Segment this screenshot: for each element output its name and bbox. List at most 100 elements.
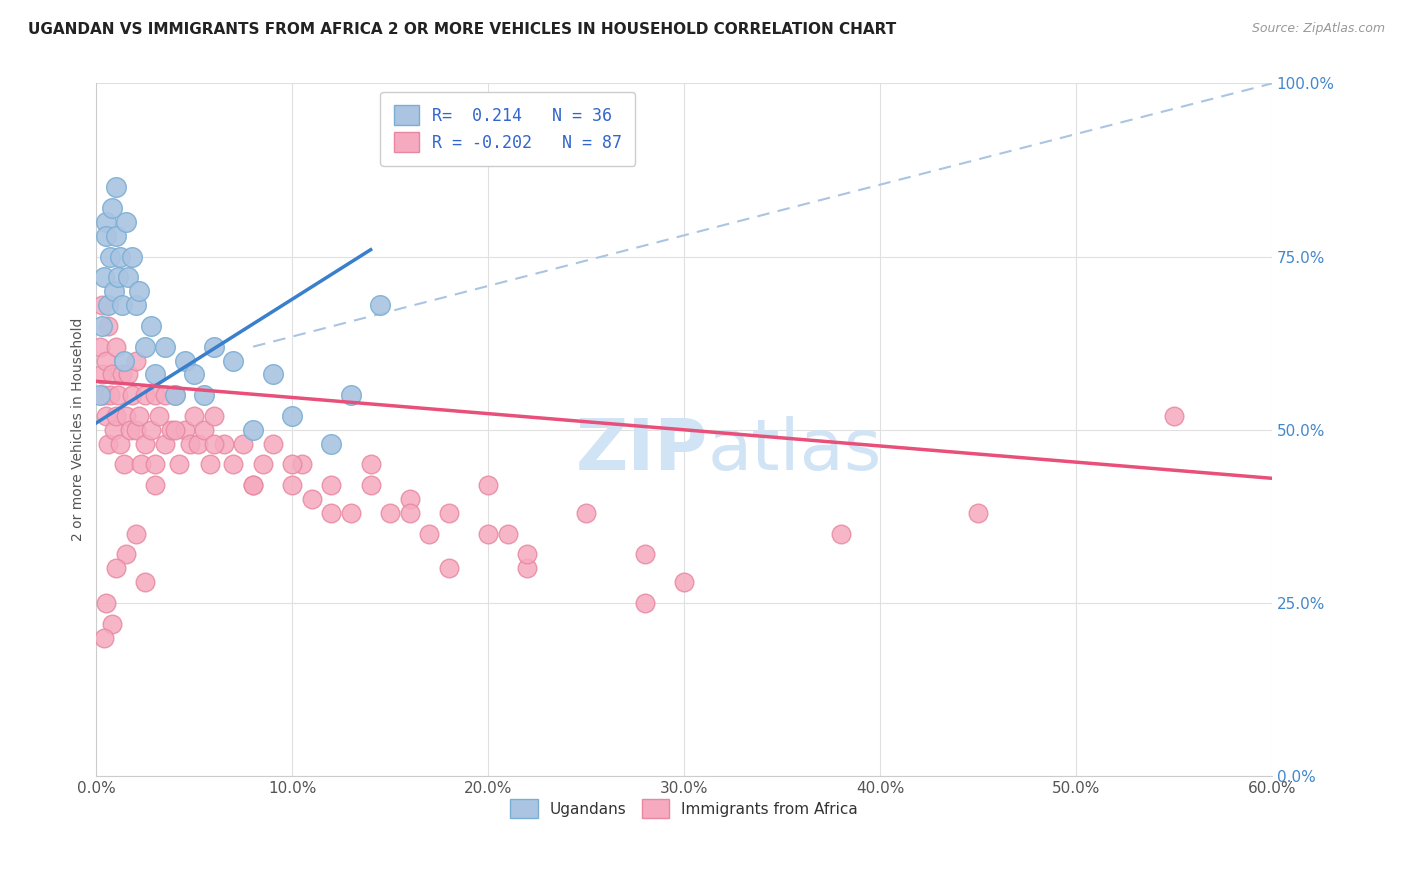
Point	[183, 409, 205, 423]
Point	[634, 596, 657, 610]
Point	[163, 388, 186, 402]
Point	[124, 526, 146, 541]
Text: UGANDAN VS IMMIGRANTS FROM AFRICA 2 OR MORE VEHICLES IN HOUSEHOLD CORRELATION CH: UGANDAN VS IMMIGRANTS FROM AFRICA 2 OR M…	[28, 22, 897, 37]
Point	[134, 388, 156, 402]
Point	[93, 631, 115, 645]
Point	[141, 318, 163, 333]
Point	[143, 368, 166, 382]
Point	[143, 388, 166, 402]
Point	[93, 388, 115, 402]
Point	[242, 478, 264, 492]
Point	[281, 409, 304, 423]
Point	[167, 458, 190, 472]
Point	[159, 423, 181, 437]
Point	[380, 506, 402, 520]
Point	[108, 250, 131, 264]
Point	[94, 215, 117, 229]
Point	[212, 436, 235, 450]
Point	[114, 215, 136, 229]
Point	[134, 575, 156, 590]
Text: Source: ZipAtlas.com: Source: ZipAtlas.com	[1251, 22, 1385, 36]
Point	[153, 340, 176, 354]
Point	[112, 458, 135, 472]
Point	[437, 561, 460, 575]
Point	[107, 270, 129, 285]
Point	[124, 298, 146, 312]
Point	[370, 298, 392, 312]
Point	[198, 458, 221, 472]
Point	[117, 368, 139, 382]
Point	[202, 409, 225, 423]
Point	[124, 353, 146, 368]
Point	[202, 340, 225, 354]
Point	[183, 368, 205, 382]
Point	[97, 436, 120, 450]
Point	[91, 368, 114, 382]
Point	[111, 368, 134, 382]
Point	[98, 250, 121, 264]
Point	[291, 458, 314, 472]
Point	[121, 388, 143, 402]
Point	[141, 423, 163, 437]
Point	[193, 388, 215, 402]
Point	[153, 388, 176, 402]
Point	[673, 575, 696, 590]
Point	[104, 228, 127, 243]
Point	[242, 478, 264, 492]
Point	[153, 436, 176, 450]
Point	[124, 423, 146, 437]
Point	[187, 436, 209, 450]
Point	[340, 506, 363, 520]
Point	[967, 506, 990, 520]
Point	[93, 270, 115, 285]
Point	[477, 478, 499, 492]
Point	[104, 180, 127, 194]
Point	[173, 423, 195, 437]
Text: atlas: atlas	[707, 416, 882, 485]
Legend: Ugandans, Immigrants from Africa: Ugandans, Immigrants from Africa	[503, 793, 865, 824]
Point	[112, 353, 135, 368]
Point	[496, 526, 519, 541]
Point	[94, 596, 117, 610]
Point	[101, 368, 124, 382]
Point	[398, 506, 420, 520]
Point	[340, 388, 363, 402]
Point	[398, 492, 420, 507]
Point	[117, 270, 139, 285]
Point	[830, 526, 852, 541]
Point	[94, 353, 117, 368]
Point	[516, 548, 538, 562]
Point	[107, 388, 129, 402]
Point	[281, 478, 304, 492]
Point	[193, 423, 215, 437]
Point	[281, 458, 304, 472]
Point	[262, 436, 284, 450]
Point	[301, 492, 323, 507]
Point	[232, 436, 254, 450]
Point	[97, 298, 120, 312]
Point	[418, 526, 440, 541]
Point	[360, 478, 382, 492]
Point	[242, 423, 264, 437]
Point	[114, 409, 136, 423]
Point	[321, 506, 343, 520]
Point	[98, 388, 121, 402]
Point	[118, 423, 141, 437]
Point	[103, 285, 125, 299]
Point	[143, 478, 166, 492]
Point	[222, 353, 245, 368]
Point	[94, 228, 117, 243]
Point	[101, 201, 124, 215]
Point	[97, 318, 120, 333]
Point	[1163, 409, 1185, 423]
Y-axis label: 2 or more Vehicles in Household: 2 or more Vehicles in Household	[72, 318, 86, 541]
Point	[114, 548, 136, 562]
Point	[202, 436, 225, 450]
Point	[128, 285, 150, 299]
Point	[575, 506, 598, 520]
Point	[163, 388, 186, 402]
Point	[360, 458, 382, 472]
Point	[321, 478, 343, 492]
Point	[134, 436, 156, 450]
Point	[163, 423, 186, 437]
